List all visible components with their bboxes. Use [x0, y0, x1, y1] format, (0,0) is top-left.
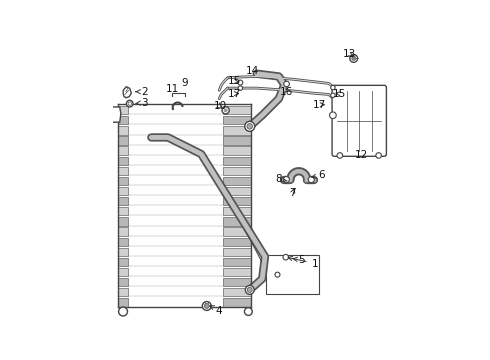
Circle shape — [331, 93, 335, 98]
FancyBboxPatch shape — [223, 197, 251, 205]
FancyBboxPatch shape — [223, 248, 251, 256]
Polygon shape — [123, 87, 131, 98]
FancyBboxPatch shape — [118, 126, 128, 135]
Circle shape — [283, 255, 289, 260]
FancyBboxPatch shape — [118, 116, 128, 125]
Circle shape — [352, 57, 356, 60]
Text: 4: 4 — [210, 306, 222, 316]
FancyBboxPatch shape — [118, 238, 128, 246]
Circle shape — [350, 55, 358, 62]
Text: 8: 8 — [275, 174, 287, 184]
FancyBboxPatch shape — [223, 217, 251, 226]
FancyBboxPatch shape — [118, 157, 128, 165]
Text: 6: 6 — [312, 170, 325, 180]
FancyBboxPatch shape — [118, 177, 128, 185]
FancyBboxPatch shape — [223, 288, 251, 296]
FancyBboxPatch shape — [223, 228, 251, 236]
Text: 15: 15 — [228, 76, 241, 86]
FancyBboxPatch shape — [223, 268, 251, 276]
Text: 2: 2 — [136, 87, 147, 97]
Circle shape — [330, 112, 336, 118]
Text: 17: 17 — [313, 100, 326, 110]
FancyBboxPatch shape — [223, 136, 251, 145]
Circle shape — [128, 102, 131, 105]
FancyBboxPatch shape — [118, 298, 128, 307]
FancyBboxPatch shape — [223, 157, 251, 165]
FancyBboxPatch shape — [223, 207, 251, 216]
Circle shape — [238, 80, 243, 85]
FancyBboxPatch shape — [118, 248, 128, 256]
Text: 17: 17 — [228, 89, 241, 99]
FancyBboxPatch shape — [223, 126, 251, 135]
Text: 5: 5 — [292, 255, 304, 265]
Text: 3: 3 — [136, 98, 147, 108]
Circle shape — [126, 100, 133, 107]
Text: 15: 15 — [333, 89, 346, 99]
FancyBboxPatch shape — [118, 217, 128, 226]
Text: 13: 13 — [343, 49, 356, 59]
Circle shape — [337, 153, 343, 158]
Circle shape — [245, 121, 255, 131]
Text: 12: 12 — [355, 150, 368, 161]
Circle shape — [247, 123, 252, 129]
Circle shape — [376, 153, 381, 158]
Circle shape — [275, 272, 280, 277]
FancyBboxPatch shape — [118, 136, 128, 145]
FancyBboxPatch shape — [223, 147, 251, 155]
FancyBboxPatch shape — [118, 258, 128, 266]
Circle shape — [204, 303, 209, 309]
Polygon shape — [111, 107, 121, 122]
FancyBboxPatch shape — [223, 298, 251, 307]
Circle shape — [223, 108, 227, 112]
FancyBboxPatch shape — [118, 197, 128, 205]
FancyBboxPatch shape — [118, 167, 128, 175]
Circle shape — [202, 302, 211, 310]
FancyBboxPatch shape — [128, 104, 223, 307]
FancyBboxPatch shape — [223, 116, 251, 125]
FancyBboxPatch shape — [223, 106, 251, 114]
FancyBboxPatch shape — [118, 187, 128, 195]
Circle shape — [247, 287, 252, 292]
Circle shape — [283, 176, 290, 183]
FancyBboxPatch shape — [118, 288, 128, 296]
Circle shape — [308, 176, 314, 183]
Text: 11: 11 — [166, 84, 179, 94]
FancyBboxPatch shape — [118, 106, 128, 114]
FancyBboxPatch shape — [223, 258, 251, 266]
Circle shape — [245, 285, 254, 294]
Circle shape — [119, 307, 127, 316]
Text: 14: 14 — [246, 66, 259, 76]
FancyBboxPatch shape — [267, 255, 319, 294]
Circle shape — [331, 85, 335, 90]
FancyBboxPatch shape — [118, 278, 128, 286]
FancyBboxPatch shape — [118, 207, 128, 216]
FancyBboxPatch shape — [223, 187, 251, 195]
Text: 16: 16 — [280, 87, 293, 97]
FancyBboxPatch shape — [118, 147, 128, 155]
Circle shape — [222, 107, 229, 114]
Text: 7: 7 — [290, 188, 296, 198]
FancyBboxPatch shape — [118, 268, 128, 276]
FancyBboxPatch shape — [223, 278, 251, 286]
FancyBboxPatch shape — [223, 177, 251, 185]
Circle shape — [284, 81, 290, 87]
Text: 10: 10 — [214, 100, 227, 111]
Text: 9: 9 — [182, 77, 189, 87]
FancyBboxPatch shape — [118, 228, 128, 236]
FancyBboxPatch shape — [223, 167, 251, 175]
Circle shape — [245, 308, 252, 315]
Text: 1: 1 — [288, 256, 318, 269]
FancyBboxPatch shape — [223, 238, 251, 246]
FancyBboxPatch shape — [332, 85, 387, 156]
Circle shape — [238, 86, 243, 90]
